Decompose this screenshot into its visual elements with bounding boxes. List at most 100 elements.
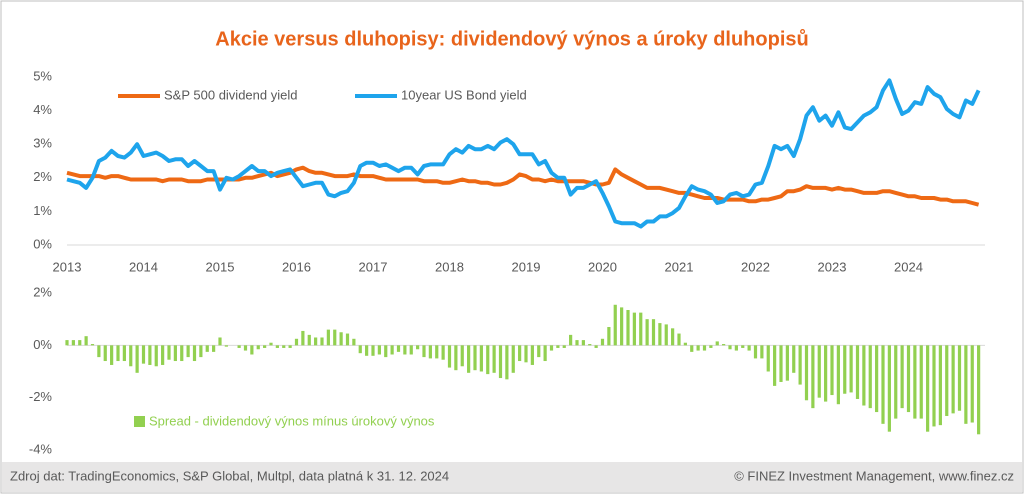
- bar: [875, 345, 879, 413]
- bar: [951, 345, 955, 414]
- bar: [677, 333, 681, 346]
- bar: [71, 340, 75, 346]
- bar: [422, 345, 426, 358]
- bar: [467, 345, 471, 373]
- x-tick-label: 2014: [129, 259, 158, 274]
- y-tick-label: 2%: [33, 284, 52, 299]
- bar: [964, 345, 968, 424]
- bar: [416, 345, 420, 350]
- bar: [192, 345, 197, 362]
- x-tick-label: 2019: [512, 259, 541, 274]
- footer-credit: © FINEZ Investment Management, www.finez…: [734, 468, 1014, 483]
- x-tick-label: 2016: [282, 259, 311, 274]
- bar: [473, 345, 477, 371]
- bar: [441, 345, 445, 360]
- bar: [836, 345, 840, 405]
- bar: [824, 345, 828, 402]
- bar: [626, 310, 630, 346]
- bar: [792, 345, 796, 373]
- bar: [97, 345, 101, 358]
- bar: [78, 340, 82, 346]
- y-tick-label: 3%: [33, 136, 52, 151]
- y-tick-label: 5%: [33, 68, 52, 83]
- bar: [537, 345, 541, 358]
- chart-title: Akcie versus dluhopisy: dividendový výno…: [215, 28, 808, 50]
- bar: [518, 345, 522, 362]
- bar: [498, 345, 503, 379]
- bar: [970, 345, 974, 423]
- footer-band: [2, 462, 1022, 492]
- x-tick-label: 2015: [206, 259, 235, 274]
- bar: [530, 345, 534, 365]
- bar: [486, 345, 490, 375]
- bar: [747, 345, 751, 351]
- x-tick-label: 2024: [894, 259, 923, 274]
- bar: [894, 345, 898, 419]
- bar: [454, 345, 458, 371]
- bar: [671, 328, 675, 346]
- bar: [365, 345, 369, 356]
- bar: [773, 345, 777, 386]
- bar: [435, 345, 439, 359]
- y-tick-label: 2%: [33, 169, 52, 184]
- bar: [849, 345, 853, 393]
- bar: [562, 345, 566, 348]
- bar: [658, 323, 662, 346]
- bar: [811, 345, 815, 409]
- bar: [371, 345, 375, 356]
- x-tick-label: 2021: [665, 259, 694, 274]
- bar: [180, 345, 184, 362]
- bar: [938, 345, 942, 426]
- bar: [613, 304, 617, 346]
- bar: [511, 345, 515, 373]
- bar: [798, 345, 802, 385]
- bar: [760, 345, 764, 359]
- bar: [116, 345, 120, 362]
- bar: [479, 345, 483, 372]
- bar: [250, 345, 254, 355]
- bar: [543, 345, 547, 362]
- bar: [84, 336, 88, 346]
- x-tick-label: 2013: [53, 259, 82, 274]
- bar: [855, 345, 860, 399]
- bar: [460, 345, 464, 367]
- bar: [862, 345, 866, 406]
- bar: [696, 345, 700, 351]
- bar: [288, 345, 292, 348]
- bar: [709, 345, 713, 348]
- bar: [135, 345, 139, 373]
- bar: [205, 345, 209, 352]
- bar: [728, 345, 732, 350]
- bar: [639, 312, 643, 346]
- y-tick-label: 4%: [33, 102, 52, 117]
- line-series: [66, 165, 980, 207]
- bar: [607, 327, 611, 346]
- bar: [766, 345, 770, 372]
- bar: [428, 345, 432, 359]
- bar: [843, 345, 847, 394]
- bar: [110, 345, 114, 365]
- bar: [129, 345, 133, 367]
- bar: [804, 345, 809, 401]
- bar: [218, 337, 222, 346]
- bar: [282, 345, 286, 348]
- bar: [594, 345, 598, 348]
- bar: [817, 345, 821, 398]
- bar: [301, 330, 305, 346]
- bar: [65, 340, 69, 346]
- bar: [90, 344, 95, 346]
- bar: [103, 345, 107, 362]
- bar: [237, 345, 241, 348]
- x-tick-label: 2020: [588, 259, 617, 274]
- bar: [390, 345, 394, 355]
- bar: [377, 345, 381, 355]
- bar: [505, 345, 509, 380]
- bar: [785, 345, 789, 381]
- bar: [741, 345, 745, 348]
- y-tick-label: 0%: [33, 337, 52, 352]
- bar: [600, 338, 605, 346]
- bar: [524, 345, 528, 363]
- bar: [913, 345, 917, 419]
- bar: [977, 345, 981, 435]
